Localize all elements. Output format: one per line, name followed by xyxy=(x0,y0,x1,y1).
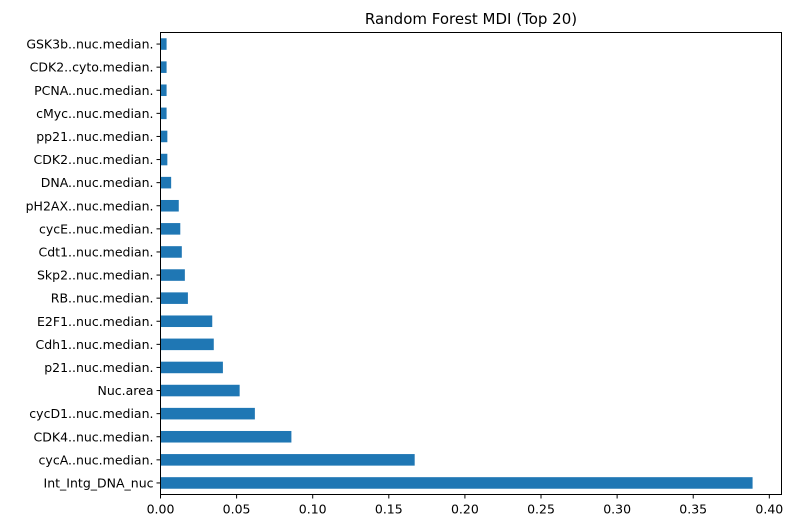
bar xyxy=(160,130,168,143)
y-axis-ticks: Int_Intg_DNA_nuc cycA..nuc.median. CDK4..n… xyxy=(26,37,161,490)
y-tick-label: pp21..nuc.median. xyxy=(36,129,153,144)
y-tick-label: GSK3b..nuc.median. xyxy=(26,37,153,52)
x-tick-label: 0.00 xyxy=(147,502,175,517)
y-tick-label: Nuc.area xyxy=(98,383,154,398)
y-tick-label: Int_Intg_DNA_nuc xyxy=(44,475,154,490)
bar xyxy=(160,61,167,73)
y-tick-label: cycE..nuc.median. xyxy=(39,221,154,236)
chart-title: Random Forest MDI (Top 20) xyxy=(365,10,577,28)
y-tick-label: cycD1..nuc.median. xyxy=(29,406,153,421)
bar xyxy=(160,153,168,166)
bar xyxy=(160,384,240,397)
bar xyxy=(160,361,223,374)
bar xyxy=(160,176,172,189)
bar xyxy=(160,454,415,466)
y-tick-label: Cdh1..nuc.median. xyxy=(35,337,153,352)
y-tick-label: CDK2..nuc.median. xyxy=(34,152,154,167)
y-tick-label: RB..nuc.median. xyxy=(51,291,154,306)
y-tick-label: Cdt1..nuc.median. xyxy=(39,244,154,259)
x-tick-label: 0.40 xyxy=(755,502,783,517)
x-axis-ticks: 0.00 0.05 0.10 0.15 0.20 0.25 0.30 0.35 0.40 xyxy=(147,494,783,517)
y-tick-label: DNA..nuc.median. xyxy=(41,175,154,190)
bar xyxy=(160,38,167,50)
x-tick-label: 0.35 xyxy=(679,502,707,517)
y-tick-label: pH2AX..nuc.median. xyxy=(26,198,154,213)
bars-group xyxy=(160,38,753,489)
y-tick-label: E2F1..nuc.median. xyxy=(37,314,153,329)
y-tick-label: cycA..nuc.median. xyxy=(39,452,154,467)
y-tick-label: CDK2..cyto.median. xyxy=(30,60,154,75)
x-tick-label: 0.10 xyxy=(299,502,327,517)
x-tick-label: 0.05 xyxy=(223,502,251,517)
x-tick-label: 0.20 xyxy=(451,502,479,517)
bar xyxy=(160,223,181,235)
bar xyxy=(160,477,753,489)
y-tick-label: CDK4..nuc.median. xyxy=(34,429,154,444)
plot-frame xyxy=(160,32,782,495)
x-tick-label: 0.30 xyxy=(603,502,631,517)
y-tick-label: cMyc..nuc.median. xyxy=(36,106,153,121)
bar xyxy=(160,84,167,97)
bar xyxy=(160,292,188,304)
y-tick-label: PCNA..nuc.median. xyxy=(34,83,153,98)
x-tick-label: 0.15 xyxy=(375,502,403,517)
bar xyxy=(160,107,167,120)
x-tick-label: 0.25 xyxy=(527,502,555,517)
y-tick-label: Skp2..nuc.median. xyxy=(37,268,154,283)
bar xyxy=(160,338,214,351)
bar xyxy=(160,315,213,328)
bar xyxy=(160,430,292,443)
bar xyxy=(160,407,255,420)
bar xyxy=(160,246,182,258)
y-tick-label: p21..nuc.median. xyxy=(44,360,153,375)
bar xyxy=(160,199,179,212)
bar xyxy=(160,269,185,281)
